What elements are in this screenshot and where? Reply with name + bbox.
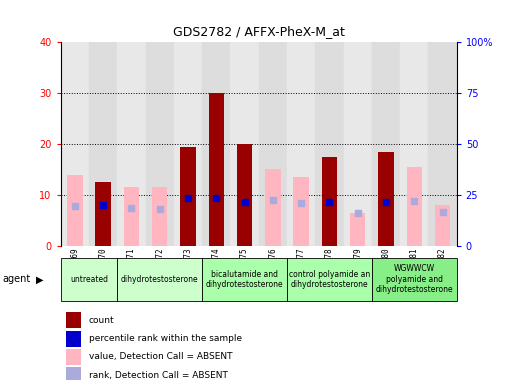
Point: [127, 205, 136, 211]
Bar: [350, 213, 365, 246]
Bar: [89, 42, 117, 246]
Bar: [372, 42, 400, 246]
Bar: [146, 42, 174, 246]
Bar: [378, 152, 394, 246]
Text: rank, Detection Call = ABSENT: rank, Detection Call = ABSENT: [89, 371, 228, 379]
Bar: [237, 144, 252, 246]
Bar: [117, 258, 202, 301]
Text: value, Detection Call = ABSENT: value, Detection Call = ABSENT: [89, 352, 232, 361]
Point: [438, 209, 447, 215]
Text: untreated: untreated: [70, 275, 108, 284]
Bar: [117, 42, 146, 246]
Bar: [230, 42, 259, 246]
Point: [184, 195, 192, 201]
Point: [71, 203, 79, 209]
Bar: [202, 42, 230, 246]
Bar: [67, 367, 81, 383]
Bar: [152, 187, 167, 246]
Text: ▶: ▶: [36, 274, 43, 285]
Point: [240, 199, 249, 205]
Bar: [287, 258, 372, 301]
Bar: [315, 42, 344, 246]
Bar: [67, 312, 81, 328]
Bar: [265, 169, 281, 246]
Bar: [400, 42, 428, 246]
Text: dihydrotestosterone: dihydrotestosterone: [121, 275, 199, 284]
Text: agent: agent: [3, 274, 31, 285]
Point: [353, 210, 362, 216]
Text: control polyamide an
dihydrotestosterone: control polyamide an dihydrotestosterone: [289, 270, 370, 289]
Bar: [209, 93, 224, 246]
Bar: [180, 147, 196, 246]
Bar: [61, 42, 89, 246]
Bar: [372, 258, 457, 301]
Point: [155, 206, 164, 212]
Point: [382, 199, 390, 205]
Bar: [124, 187, 139, 246]
Bar: [428, 42, 457, 246]
Bar: [67, 349, 81, 365]
Text: bicalutamide and
dihydrotestosterone: bicalutamide and dihydrotestosterone: [206, 270, 284, 289]
Bar: [344, 42, 372, 246]
Text: count: count: [89, 316, 115, 325]
Bar: [407, 167, 422, 246]
Bar: [96, 182, 111, 246]
Bar: [202, 258, 287, 301]
Text: percentile rank within the sample: percentile rank within the sample: [89, 334, 242, 343]
Bar: [259, 42, 287, 246]
Point: [212, 195, 221, 201]
Bar: [174, 42, 202, 246]
Bar: [294, 177, 309, 246]
Bar: [287, 42, 315, 246]
Point: [297, 200, 305, 206]
Point: [269, 197, 277, 203]
Bar: [61, 258, 117, 301]
Bar: [322, 157, 337, 246]
Bar: [67, 331, 81, 347]
Point: [99, 202, 107, 208]
Text: GDS2782 / AFFX-PheX-M_at: GDS2782 / AFFX-PheX-M_at: [173, 25, 345, 38]
Text: WGWWCW
polyamide and
dihydrotestosterone: WGWWCW polyamide and dihydrotestosterone: [375, 265, 453, 294]
Bar: [67, 174, 83, 246]
Point: [410, 198, 419, 204]
Point: [325, 199, 334, 205]
Bar: [435, 205, 450, 246]
